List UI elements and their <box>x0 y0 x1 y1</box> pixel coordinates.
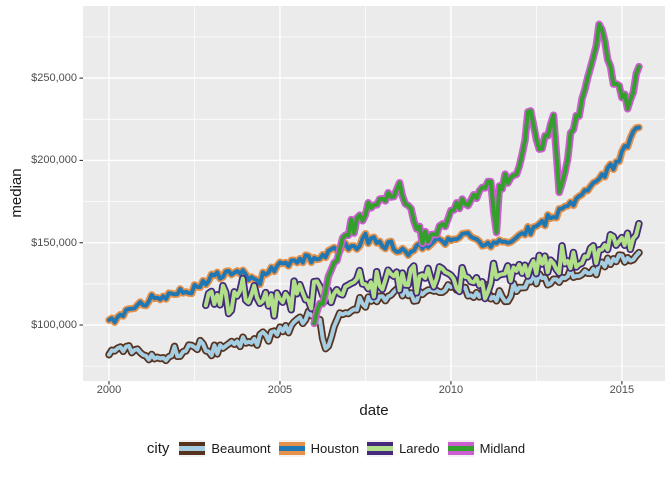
legend-key-stripe <box>278 446 305 451</box>
legend-label: Laredo <box>399 441 440 456</box>
legend-key-laredo <box>367 440 394 457</box>
y-tick-label: $150,000 <box>31 236 77 249</box>
legend-item-beaumont: Beaumont <box>179 440 271 457</box>
y-tick-label: $200,000 <box>31 154 77 167</box>
y-tick-label: $250,000 <box>31 72 77 85</box>
x-tick-label: 2010 <box>438 384 464 396</box>
legend-items: Beaumont Houston Laredo Midland <box>179 440 525 457</box>
legend-label: Midland <box>479 441 526 456</box>
x-tick-labels: 2000 2005 2010 2015 <box>0 384 672 398</box>
series-line-laredo <box>203 221 641 318</box>
legend-key-stripe <box>179 446 206 451</box>
legend-label: Houston <box>310 441 360 456</box>
y-axis-title: median <box>8 168 25 218</box>
series-houston <box>105 123 643 326</box>
legend-key-stripe <box>447 451 474 455</box>
y-tick-labels: $100,000 $150,000 $200,000 $250,000 <box>0 0 77 480</box>
legend-item-houston: Houston <box>278 440 360 457</box>
legend-item-midland: Midland <box>447 440 526 457</box>
legend-key-stripe <box>179 442 206 446</box>
x-tick-label: 2015 <box>609 384 635 396</box>
x-tick-label: 2005 <box>267 384 293 396</box>
series-line-houston <box>107 125 641 325</box>
legend-key-stripe <box>367 442 394 446</box>
panel-background <box>83 6 665 381</box>
legend: city Beaumont Houston Laredo Midland <box>0 440 672 457</box>
x-axis-title-row: date <box>0 402 672 419</box>
legend-key-stripe <box>367 451 394 455</box>
legend-item-laredo: Laredo <box>367 440 440 457</box>
legend-key-stripe <box>367 446 394 451</box>
x-tick-label: 2000 <box>96 384 122 396</box>
legend-key-stripe <box>447 442 474 446</box>
legend-title: city <box>146 440 170 457</box>
x-axis-title: date <box>359 402 389 419</box>
legend-key-beaumont <box>179 440 206 457</box>
legend-key-houston <box>278 440 305 457</box>
legend-label: Beaumont <box>211 441 271 456</box>
legend-key-stripe <box>179 451 206 455</box>
legend-key-stripe <box>278 442 305 446</box>
series-midland <box>310 20 643 328</box>
series-laredo <box>202 219 643 320</box>
legend-key-stripe <box>278 451 305 455</box>
legend-key-midland <box>447 440 474 457</box>
series-line-midland <box>312 22 641 326</box>
y-tick-label: $100,000 <box>31 319 77 332</box>
legend-key-stripe <box>447 446 474 451</box>
